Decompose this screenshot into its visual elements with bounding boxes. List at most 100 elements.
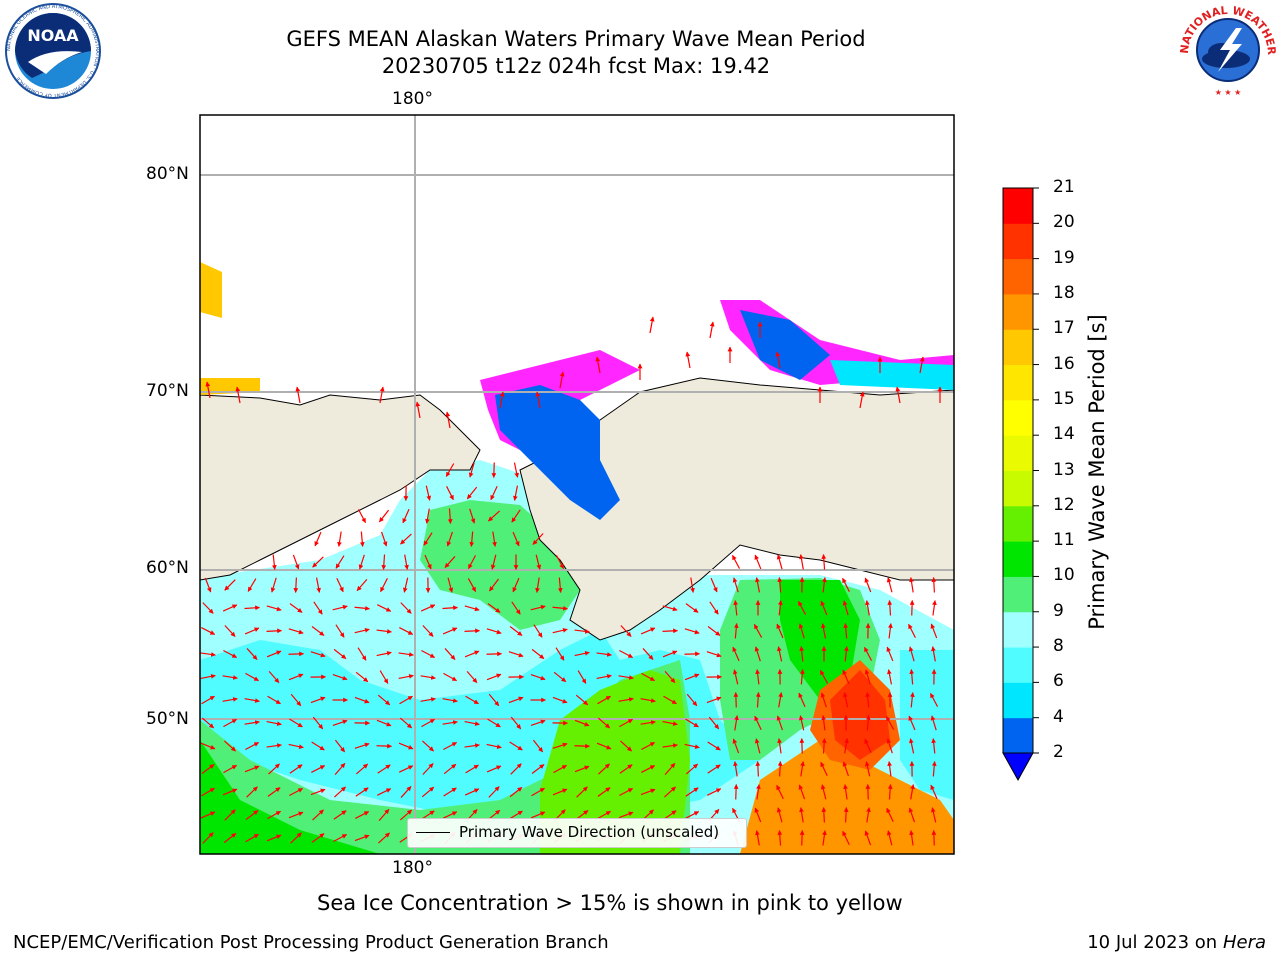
- wave-arrow: [909, 577, 914, 593]
- noaa-logo-text: NOAA: [27, 26, 79, 45]
- map-frame: [199, 114, 955, 855]
- wave-arrow: [354, 605, 370, 611]
- wave-arrow: [355, 787, 369, 797]
- wave-arrow: [376, 788, 392, 796]
- wave-arrow: [619, 787, 634, 797]
- wave-arrow: [532, 533, 544, 545]
- wave-arrow: [663, 810, 677, 820]
- wave-arrow: [865, 600, 870, 616]
- wave-arrow: [486, 765, 502, 773]
- colorbar-tick-label: 19: [1053, 247, 1075, 268]
- wave-arrow: [510, 716, 522, 730]
- wave-arrow: [842, 669, 850, 685]
- wave-arrow: [685, 787, 699, 797]
- colorbar-band: [1003, 470, 1033, 507]
- wave-arrow: [509, 786, 523, 798]
- wave-arrow: [223, 649, 238, 659]
- wave-arrow: [530, 719, 546, 727]
- wave-arrow: [865, 715, 871, 731]
- colorbar-band: [1003, 505, 1033, 542]
- lat-label-60: 60°N: [146, 558, 189, 578]
- wave-arrow: [400, 602, 412, 614]
- wave-arrow: [844, 738, 849, 754]
- wave-arrow: [201, 695, 215, 705]
- wave-arrow: [732, 577, 739, 593]
- wave-arrow: [421, 718, 435, 728]
- footer-date: 10 Jul 2023 on Hera: [1087, 932, 1266, 953]
- wave-arrow: [776, 646, 783, 662]
- wave-arrow: [821, 715, 826, 731]
- graticule: [200, 115, 954, 854]
- wave-arrow: [271, 554, 277, 570]
- wave-arrow: [533, 624, 543, 638]
- wave-arrow: [842, 577, 850, 592]
- wave-arrow: [200, 811, 216, 819]
- wave-arrow: [442, 605, 458, 611]
- wave-arrow: [311, 626, 325, 636]
- wave-arrow: [908, 807, 916, 823]
- wave-arrow: [224, 740, 236, 752]
- wave-arrow: [707, 741, 721, 751]
- wave-arrow: [377, 694, 391, 706]
- wave-arrow: [512, 531, 520, 547]
- wave-arrow: [333, 648, 347, 660]
- wave-arrow: [664, 786, 676, 798]
- wave-arrow: [555, 555, 565, 570]
- wave-arrow: [202, 602, 214, 614]
- wave-arrow: [400, 533, 412, 545]
- wave-arrow: [425, 485, 432, 501]
- wave-arrow: [288, 651, 304, 657]
- wave-arrow: [421, 649, 436, 659]
- wave-arrow: [754, 554, 762, 570]
- wave-arrow: [535, 577, 540, 593]
- wave-arrow: [245, 833, 259, 843]
- wave-arrow: [223, 832, 237, 844]
- wave-arrow: [467, 578, 477, 592]
- wave-arrow: [649, 316, 655, 334]
- wave-arrow: [447, 577, 454, 593]
- wave-arrow: [224, 809, 236, 821]
- wave-arrow: [866, 807, 871, 823]
- wave-arrow: [819, 670, 829, 684]
- wave-arrow: [336, 577, 344, 593]
- wave-arrow: [355, 763, 369, 775]
- wave-arrow: [332, 673, 348, 681]
- wave-arrow: [465, 695, 479, 705]
- wave-arrow: [842, 830, 850, 846]
- wave-arrow: [398, 652, 414, 657]
- wave-arrow: [596, 674, 612, 680]
- wave-arrow: [597, 787, 611, 797]
- wave-arrow: [420, 675, 436, 680]
- wave-arrow: [513, 462, 520, 478]
- wave-arrow: [245, 672, 259, 682]
- wave-arrow: [685, 718, 699, 728]
- wave-arrow: [754, 646, 761, 662]
- wave-arrow: [574, 765, 590, 773]
- wave-arrow: [931, 646, 936, 662]
- wave-arrow: [246, 786, 258, 798]
- wave-arrow: [222, 788, 238, 796]
- wave-arrow: [312, 809, 324, 821]
- wave-arrow: [619, 718, 633, 728]
- wave-arrow: [314, 531, 322, 547]
- wave-arrow: [776, 807, 783, 823]
- colorbar-band: [1003, 435, 1033, 471]
- wave-arrow: [619, 764, 633, 774]
- wave-arrow: [310, 696, 326, 704]
- wave-arrow: [755, 577, 761, 593]
- wave-arrow: [469, 508, 476, 524]
- wave-arrow: [754, 807, 762, 823]
- wave-arrow: [266, 834, 282, 842]
- wave-arrow: [312, 556, 324, 568]
- wave-arrow: [552, 742, 568, 749]
- wave-arrow: [706, 651, 722, 658]
- wave-arrow: [909, 830, 914, 846]
- wave-arrow: [799, 554, 804, 570]
- wave-arrow: [398, 674, 414, 680]
- lon-label-top: 180°: [392, 89, 433, 109]
- colorbar-band: [1003, 364, 1033, 401]
- wave-arrow: [266, 628, 282, 634]
- wave-arrow: [508, 696, 524, 704]
- wave-arrow: [886, 807, 894, 823]
